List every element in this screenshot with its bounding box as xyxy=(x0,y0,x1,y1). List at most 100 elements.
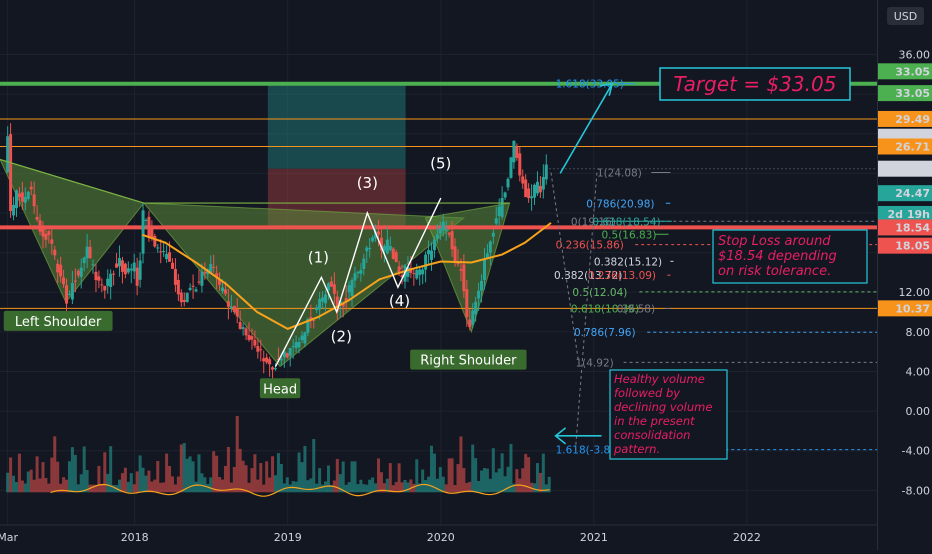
time-axis-label: Mar xyxy=(0,531,19,544)
volume-note-text: in the present xyxy=(614,414,695,428)
price-badge-bg xyxy=(878,85,932,102)
volume-bar xyxy=(106,473,110,493)
volume-bar xyxy=(474,458,478,493)
volume-bar xyxy=(432,453,436,493)
candle-body xyxy=(350,280,354,297)
volume-bar xyxy=(435,478,439,493)
fib-label: 0.382(13.72) xyxy=(554,270,622,282)
candle-body xyxy=(412,273,416,275)
candle-body xyxy=(421,269,425,275)
candle-body xyxy=(388,245,392,251)
volume-bar xyxy=(397,463,401,493)
candle-body xyxy=(262,358,266,362)
candle-body xyxy=(459,269,463,271)
candle-body xyxy=(203,271,207,274)
volume-bar xyxy=(377,458,381,493)
head-label-bg xyxy=(259,378,301,399)
price-badge-bg xyxy=(878,110,932,127)
wave-label-2: (2) xyxy=(331,328,352,346)
target-box xyxy=(659,67,851,101)
volume-bar xyxy=(268,477,272,493)
price-tick-label: 12.00 xyxy=(899,286,931,299)
candle-body xyxy=(56,263,60,273)
volume-bar xyxy=(303,446,307,493)
target-text: Target = $33.05 xyxy=(674,72,837,96)
fib-label: 0(9.58) xyxy=(617,303,655,315)
candle-body xyxy=(106,278,110,286)
candle-body xyxy=(150,227,154,239)
candle-body xyxy=(477,290,481,299)
fib-label: 0.786(7.96) xyxy=(574,327,636,339)
candle-body xyxy=(250,336,254,340)
volume-bar xyxy=(427,476,431,493)
candle-body xyxy=(359,269,363,274)
candle-body xyxy=(62,277,66,285)
candle-body xyxy=(368,247,372,249)
volume-note-text: pattern. xyxy=(613,442,660,456)
candle-body xyxy=(506,178,510,188)
volume-bar xyxy=(70,447,74,493)
price-axis-panel[interactable]: USD 36.00 12.00 8.00 4.00 0.00 -4.00 -8.00 33.05… xyxy=(877,0,932,550)
stop-loss-text: Stop Loss around xyxy=(718,234,831,249)
fib-label: 0.5(12.04) xyxy=(572,287,627,299)
volume-bar xyxy=(424,480,428,493)
volume-bar xyxy=(500,453,504,493)
candle-body xyxy=(256,346,260,352)
candle-body xyxy=(235,308,239,317)
candle-body xyxy=(147,216,151,238)
volume-bar xyxy=(14,482,18,493)
volume-bar xyxy=(165,453,169,493)
candle-body xyxy=(429,250,433,260)
price-badge-label: 33.05 xyxy=(895,87,930,100)
volume-bar xyxy=(85,469,89,493)
candle-body xyxy=(497,206,501,216)
neckline xyxy=(0,158,510,204)
price-tick-label: 0.00 xyxy=(906,405,931,418)
candle-body xyxy=(324,294,328,304)
candle-body xyxy=(82,257,86,264)
candle-body xyxy=(20,192,24,202)
volume-bar xyxy=(421,469,425,493)
volume-bar xyxy=(259,463,263,493)
volume-bar xyxy=(79,474,83,493)
volume-bar xyxy=(206,483,210,493)
volume-bar xyxy=(394,482,398,493)
volume-bar xyxy=(138,455,142,493)
candle-body xyxy=(132,262,136,272)
volume-bar xyxy=(465,482,469,493)
candle-body xyxy=(535,181,539,194)
volume-bar xyxy=(412,483,416,493)
candle-body xyxy=(126,268,130,273)
candle-body xyxy=(341,303,345,307)
candle-body xyxy=(444,229,448,232)
fib-label: 0.236(13.09) xyxy=(588,270,656,282)
price-badge-label: 18.05 xyxy=(895,240,930,253)
price-axis: USD 36.00 12.00 8.00 4.00 0.00 -4.00 -8.00 33.05… xyxy=(878,0,932,550)
candle-body xyxy=(379,237,383,251)
volume-bar xyxy=(482,468,486,493)
candle-body xyxy=(541,176,545,190)
volume-bar xyxy=(197,454,201,493)
volume-bar xyxy=(112,484,116,493)
price-badge-bg xyxy=(878,160,932,177)
volume-bar xyxy=(9,457,13,493)
volume-bar xyxy=(356,484,360,493)
candle-body xyxy=(450,231,454,250)
candle-body xyxy=(544,164,548,180)
volume-bar xyxy=(385,478,389,493)
volume-bar xyxy=(188,456,192,493)
candle-body xyxy=(338,300,342,306)
candle-body xyxy=(209,264,213,273)
volume-bar xyxy=(438,467,442,493)
candle-body xyxy=(135,267,139,286)
candle-body xyxy=(427,250,431,255)
candle-body xyxy=(200,271,204,286)
head-zone xyxy=(142,202,466,368)
stop-loss-text: $18.54 depending xyxy=(718,249,837,264)
volume-bar xyxy=(300,462,304,493)
volume-bar xyxy=(506,466,510,493)
volume-bar xyxy=(468,481,472,493)
volume-bar xyxy=(535,463,539,493)
candle-body xyxy=(53,249,57,256)
candle-body xyxy=(229,306,233,309)
